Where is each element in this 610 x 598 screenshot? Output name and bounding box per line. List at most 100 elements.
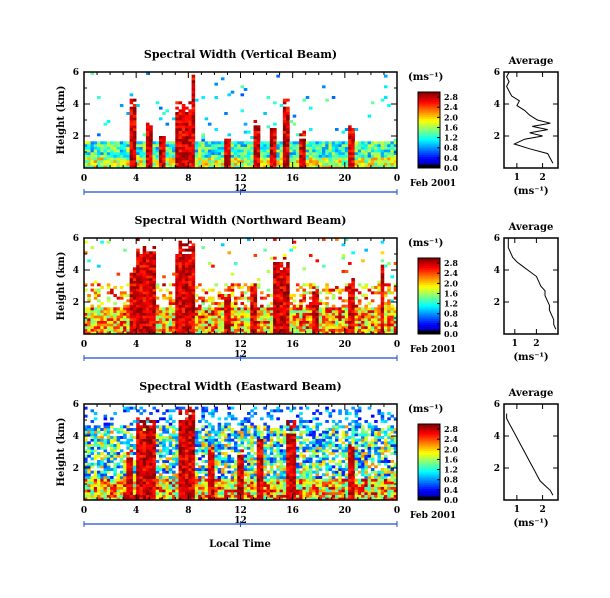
heatmap-cell xyxy=(243,144,248,147)
heatmap-cell xyxy=(87,465,91,469)
colorbar-swatch xyxy=(418,145,440,148)
heatmap-cell xyxy=(269,302,274,305)
heatmap-cell xyxy=(132,489,137,493)
colorbar-swatch xyxy=(418,156,440,159)
heatmap-cell xyxy=(217,492,222,495)
y-axis-label: Height (km) xyxy=(56,252,67,321)
heatmap-cell xyxy=(361,307,365,311)
heatmap-cell xyxy=(243,436,248,439)
heatmap-cell xyxy=(191,254,196,257)
heatmap-cell xyxy=(191,88,196,91)
heatmap-cell xyxy=(263,454,267,458)
heatmap-cell xyxy=(119,430,124,434)
heatmap-cell xyxy=(119,323,124,327)
heatmap-cell xyxy=(168,149,173,153)
heatmap-cell xyxy=(168,452,173,455)
heatmap-cell xyxy=(178,436,183,439)
heatmap-cell xyxy=(165,318,170,321)
heatmap-cell xyxy=(282,323,287,327)
heatmap-cell xyxy=(103,326,108,329)
heatmap-cell xyxy=(302,307,307,311)
heatmap-cell xyxy=(263,323,267,327)
heatmap-cell xyxy=(116,489,121,493)
heatmap-cell xyxy=(106,430,111,434)
heatmap-cell xyxy=(253,130,258,134)
heatmap-cell xyxy=(289,248,293,252)
heatmap-cell xyxy=(116,323,121,327)
heatmap-cell xyxy=(286,275,290,279)
heatmap-cell xyxy=(97,165,101,169)
heatmap-cell xyxy=(250,497,254,501)
heatmap-cell xyxy=(289,425,293,429)
heatmap-cell xyxy=(113,310,117,313)
heatmap-cell xyxy=(191,144,196,147)
heatmap-cell xyxy=(390,315,395,319)
heatmap-cell xyxy=(84,283,88,287)
heatmap-cell xyxy=(269,433,274,437)
heatmap-cell xyxy=(322,326,326,329)
heatmap-cell xyxy=(247,320,251,324)
heatmap-cell xyxy=(142,302,147,305)
heatmap-cell xyxy=(129,465,134,469)
heatmap-cell xyxy=(152,310,157,313)
heatmap-cell xyxy=(292,157,297,161)
heatmap-cell xyxy=(207,149,212,153)
heatmap-cell xyxy=(194,489,199,493)
heatmap-cell xyxy=(93,288,98,292)
heatmap-cell xyxy=(116,154,121,158)
heatmap-cell xyxy=(181,272,186,276)
heatmap-cell xyxy=(178,272,183,276)
heatmap-cell xyxy=(282,280,287,284)
heatmap-cell xyxy=(149,125,153,129)
heatmap-cell xyxy=(211,444,215,447)
heatmap-cell xyxy=(142,157,147,161)
heatmap-cell xyxy=(302,267,307,271)
heatmap-cell xyxy=(181,109,186,113)
heatmap-cell xyxy=(269,497,274,501)
heatmap-cell xyxy=(188,323,192,327)
heatmap-cell xyxy=(328,328,333,332)
heatmap-cell xyxy=(132,446,137,450)
heatmap-cell xyxy=(276,307,280,311)
heatmap-cell xyxy=(308,128,313,131)
heatmap-cell xyxy=(162,492,166,495)
heatmap-cell xyxy=(106,460,111,463)
heatmap-cell xyxy=(152,446,157,450)
heatmap-cell xyxy=(289,457,293,461)
heatmap-cell xyxy=(273,286,277,289)
heatmap-cell xyxy=(97,133,101,137)
heatmap-cell xyxy=(233,468,238,471)
heatmap-cell xyxy=(90,312,95,316)
heatmap-cell xyxy=(139,454,143,458)
heatmap-cell xyxy=(230,478,235,482)
heatmap-cell xyxy=(106,441,111,445)
heatmap-cell xyxy=(253,288,258,292)
heatmap-cell xyxy=(155,304,160,308)
heatmap-cell xyxy=(84,307,88,311)
heatmap-cell xyxy=(158,138,163,142)
heatmap-cell xyxy=(318,299,323,303)
heatmap-cell xyxy=(282,473,287,477)
heatmap-cell xyxy=(152,270,157,273)
heatmap-cell xyxy=(84,436,88,439)
heatmap-cell xyxy=(175,326,179,329)
heatmap-cell xyxy=(129,310,134,313)
heatmap-cell xyxy=(185,486,189,490)
heatmap-cell xyxy=(390,275,395,279)
heatmap-cell xyxy=(308,286,313,289)
heatmap-cell xyxy=(302,288,307,292)
heatmap-cell xyxy=(348,291,352,295)
heatmap-cell xyxy=(233,312,238,316)
heatmap-cell xyxy=(370,286,375,289)
heatmap-cell xyxy=(295,497,300,501)
heatmap-cell xyxy=(207,494,212,498)
heatmap-cell xyxy=(145,165,150,169)
heatmap-cell xyxy=(126,438,130,442)
heatmap-cell xyxy=(129,460,134,463)
heatmap-cell xyxy=(364,294,368,297)
heatmap-cell xyxy=(116,436,121,439)
heatmap-cell xyxy=(185,275,189,279)
heatmap-cell xyxy=(282,452,287,455)
heatmap-cell xyxy=(354,320,359,324)
heatmap-cell xyxy=(188,444,192,447)
